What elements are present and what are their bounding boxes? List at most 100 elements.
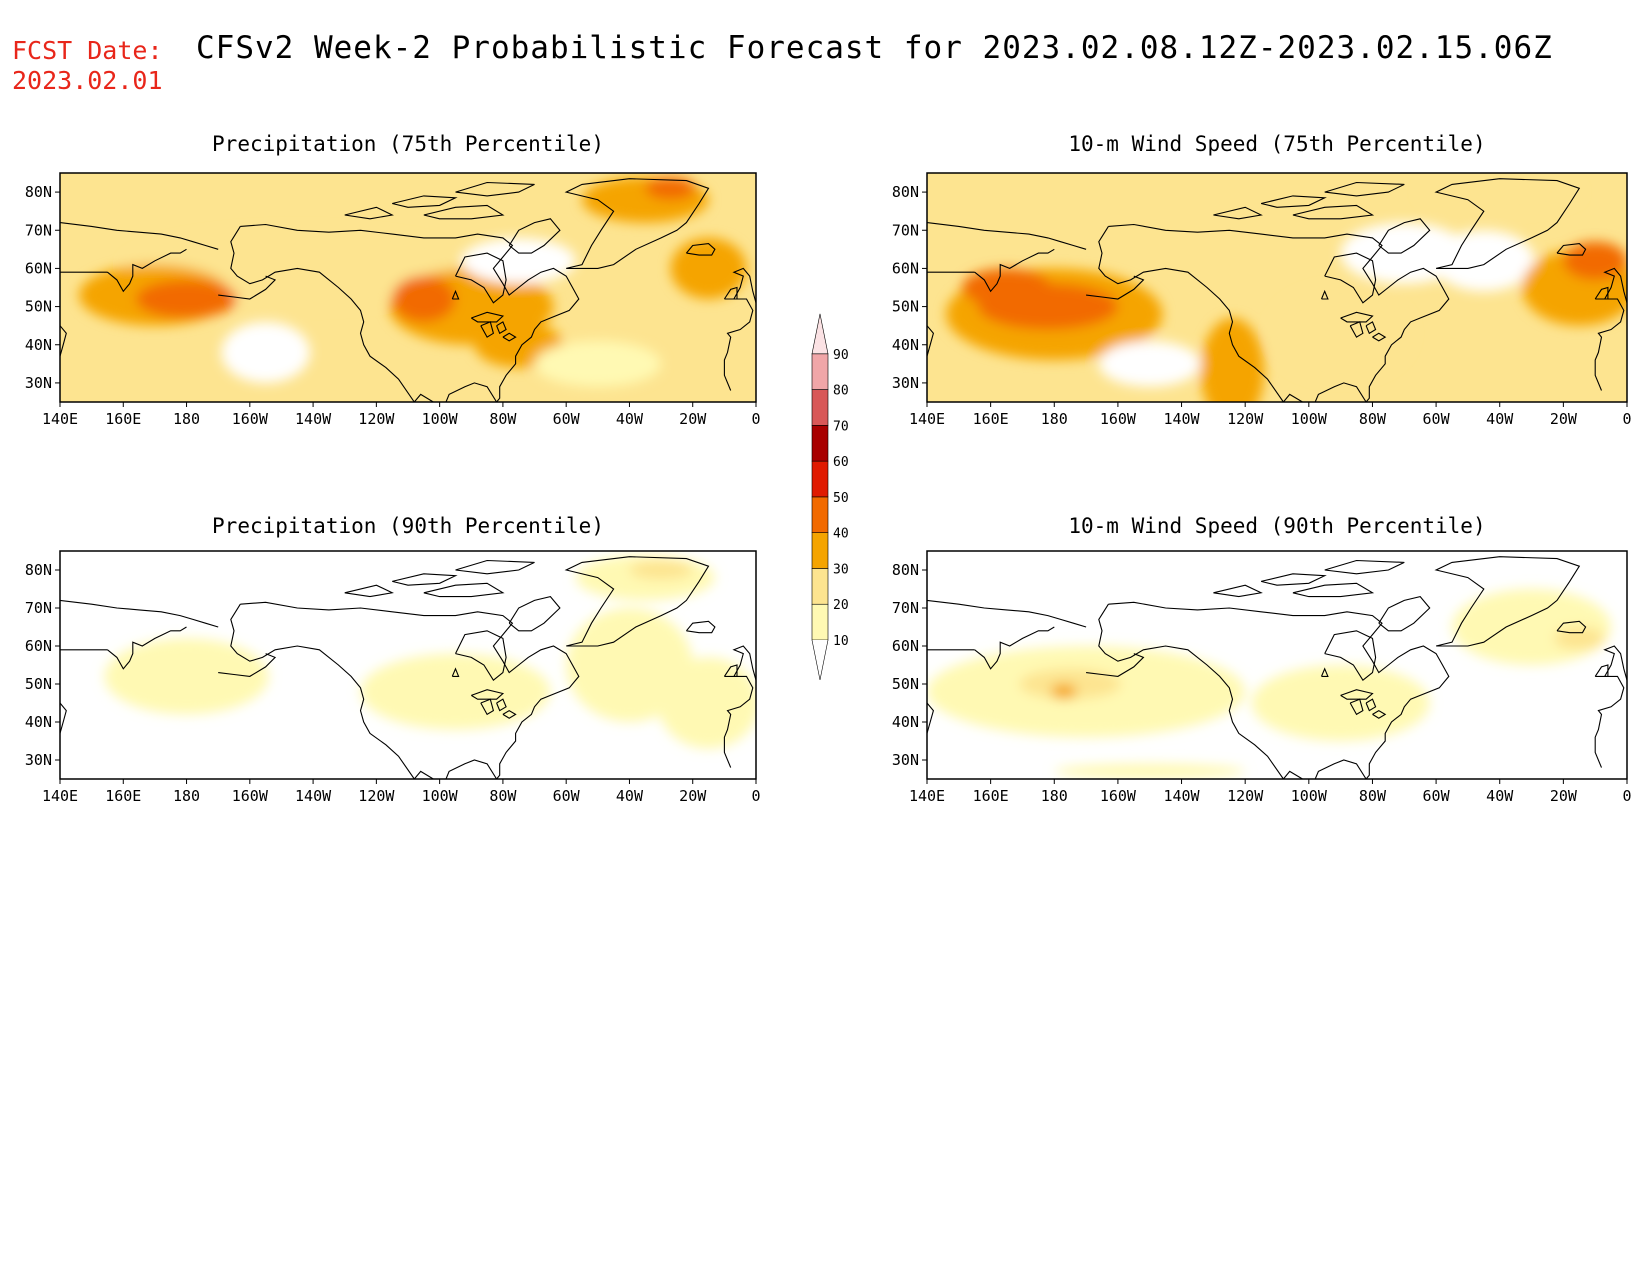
main-title: CFSv2 Week-2 Probabilistic Forecast for …: [196, 30, 1553, 66]
lon-tick-label: 180: [1041, 787, 1068, 805]
probability-contour-region: [962, 268, 1052, 307]
lat-tick-label: 70N: [892, 221, 919, 239]
lon-tick-label: 140W: [1163, 410, 1200, 428]
lat-tick-label: 30N: [25, 374, 52, 392]
colorbar-label: 60: [833, 455, 849, 470]
lat-tick-label: 80N: [892, 561, 919, 579]
coastline: [1324, 181, 1405, 197]
probability-contour-region: [1270, 287, 1411, 380]
lon-tick-label: 140W: [295, 410, 332, 428]
coastline: [1556, 243, 1587, 256]
coastline: [455, 630, 507, 682]
lon-tick-label: 60W: [553, 410, 581, 428]
coastline: [723, 267, 756, 391]
coastline: [392, 195, 458, 208]
probability-contour-region: [1553, 627, 1605, 650]
probability-contour-region: [135, 279, 238, 319]
coastline: [1260, 573, 1327, 586]
lon-tick-label: 160W: [232, 410, 269, 428]
coastline: [445, 759, 498, 779]
coastline: [927, 702, 935, 735]
probability-contour-region: [1019, 668, 1122, 700]
lat-tick-label: 40N: [25, 336, 52, 354]
colorbar-segment: [811, 425, 829, 462]
coastline: [1324, 559, 1405, 575]
coastline: [60, 325, 67, 358]
lon-tick-label: 60W: [1423, 410, 1451, 428]
probability-contour-region: [360, 653, 551, 730]
coastline: [423, 582, 505, 598]
coastline: [508, 218, 561, 254]
coastline: [927, 325, 935, 358]
coastline: [502, 332, 517, 342]
map-panel-precip90: 140E 160E 180 160W 140W 120W 100W 80W 60W 40W 20W 0…: [25, 550, 761, 805]
coastline: [1372, 332, 1387, 342]
probability-contour-region: [221, 321, 310, 383]
lon-tick-label: 160W: [1100, 787, 1137, 805]
coastline: [1365, 321, 1377, 335]
lat-tick-label: 80N: [25, 561, 52, 579]
lat-tick-label: 50N: [892, 298, 919, 316]
coastline: [1594, 286, 1609, 300]
map-frame: [926, 172, 1628, 403]
lat-tick-label: 60N: [25, 637, 52, 655]
lat-tick-label: 50N: [25, 298, 52, 316]
coastline: [60, 599, 219, 628]
colorbar: 10 20 30 40 50 60 70 80 90: [811, 313, 849, 681]
colorbar-segment: [811, 353, 829, 390]
coastline: [1324, 252, 1377, 304]
coastline: [1434, 556, 1581, 647]
coastline: [1282, 393, 1316, 402]
probability-contour-region: [104, 638, 269, 715]
coastline: [1108, 223, 1450, 402]
coastline: [413, 770, 446, 779]
probability-contour-region: [670, 237, 747, 299]
probability-contour-region: [392, 276, 456, 322]
lon-tick-label: 80W: [489, 787, 517, 805]
lon-tick-label: 100W: [422, 410, 459, 428]
lon-tick-label: 120W: [1227, 787, 1264, 805]
lat-tick-label: 40N: [892, 713, 919, 731]
lon-tick-label: 180: [1041, 410, 1068, 428]
coastline: [502, 709, 517, 719]
coastline: [423, 204, 505, 220]
probability-contour-region: [1051, 684, 1077, 700]
panel-title-wind75: 10-m Wind Speed (75th Percentile): [1068, 132, 1486, 156]
coastline: [455, 181, 535, 197]
coastline: [1292, 582, 1375, 598]
lon-tick-label: 100W: [422, 787, 459, 805]
coastline: [1349, 698, 1364, 716]
lat-tick-label: 80N: [892, 183, 919, 201]
coastline: [218, 275, 277, 300]
coastline: [60, 702, 67, 735]
coastline: [413, 393, 446, 402]
colorbar-bottom-arrow: [811, 639, 829, 681]
coastline: [1098, 603, 1284, 779]
lon-tick-label: 120W: [358, 787, 395, 805]
probability-contour-region: [461, 237, 576, 284]
coastline: [723, 286, 738, 300]
lat-tick-label: 80N: [25, 183, 52, 201]
probability-contour-region: [534, 340, 662, 387]
lon-tick-label: 80W: [1359, 787, 1387, 805]
coastline: [451, 289, 460, 300]
coastline: [1292, 204, 1375, 220]
lon-tick-label: 160E: [973, 410, 1009, 428]
lon-tick-label: 20W: [1550, 787, 1578, 805]
coastline: [230, 603, 415, 779]
lon-tick-label: 120W: [1227, 410, 1264, 428]
lon-tick-label: 20W: [1550, 410, 1578, 428]
lat-tick-label: 60N: [892, 259, 919, 277]
coastline: [1594, 267, 1627, 391]
lat-tick-label: 70N: [25, 221, 52, 239]
lon-tick-label: 40W: [616, 787, 644, 805]
coastline: [1594, 645, 1627, 768]
lon-tick-label: 140E: [909, 787, 945, 805]
lon-tick-label: 160E: [973, 787, 1009, 805]
lon-tick-label: 60W: [553, 787, 581, 805]
coastline: [927, 599, 1087, 628]
map-panel-wind90: 140E 160E 180 160W 140W 120W 100W 80W 60W 40W 20W 0…: [892, 550, 1632, 805]
coastline: [230, 226, 415, 402]
panel-title-precip75: Precipitation (75th Percentile): [212, 132, 604, 156]
